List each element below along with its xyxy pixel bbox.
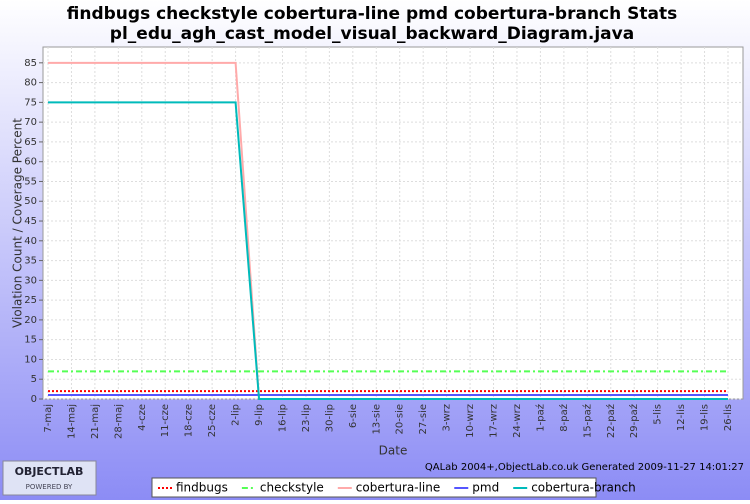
- y-tick-label: 20: [24, 315, 37, 326]
- x-tick-label: 17-wrz: [489, 404, 500, 438]
- y-tick-label: 45: [24, 216, 37, 227]
- x-tick-label: 15-paź: [581, 404, 593, 438]
- y-tick-label: 55: [24, 176, 37, 187]
- x-tick-label: 4-cze: [137, 404, 148, 431]
- x-tick-label: 5-lis: [653, 404, 664, 425]
- y-tick-label: 85: [24, 58, 37, 69]
- x-tick-label: 23-lip: [301, 404, 312, 432]
- footer: QALab 2004+,ObjectLab.co.uk Generated 20…: [425, 462, 744, 473]
- y-tick-label: 5: [31, 374, 37, 385]
- x-tick-label: 27-sie: [418, 404, 429, 434]
- chart-subtitle: pl_edu_agh_cast_model_visual_backward_Di…: [110, 24, 634, 44]
- y-axis-label: Violation Count / Coverage Percent: [11, 118, 25, 328]
- x-tick-label: 18-cze: [184, 404, 195, 437]
- x-tick-label: 12-lis: [676, 404, 687, 431]
- x-tick-label: 7-maj: [43, 404, 54, 433]
- legend-label: pmd: [472, 481, 499, 495]
- legend-label: cobertura-branch: [531, 481, 636, 495]
- y-tick-label: 75: [24, 97, 37, 108]
- y-tick-label: 40: [24, 236, 37, 247]
- x-tick-label: 29-paź: [628, 404, 640, 438]
- x-tick-label: 25-cze: [207, 404, 218, 437]
- x-tick-label: 3-wrz: [442, 404, 453, 432]
- x-tick-label: 13-sie: [371, 404, 382, 434]
- x-tick-label: 10-wrz: [465, 404, 476, 438]
- x-tick-label: 30-lip: [324, 404, 335, 432]
- legend: [151, 477, 597, 498]
- x-tick-label: 16-lip: [277, 404, 288, 432]
- y-tick-label: 0: [31, 394, 37, 405]
- x-tick-label: 2-lip: [231, 404, 242, 426]
- plot-area: [42, 46, 744, 400]
- y-tick-label: 70: [24, 117, 37, 128]
- x-tick-label: 14-maj: [66, 404, 77, 439]
- x-tick-label: 9-lip: [254, 404, 265, 426]
- x-tick-label: 24-wrz: [512, 404, 523, 438]
- logo-name: OBJECTLAB: [15, 465, 84, 478]
- series-line: [48, 101, 728, 400]
- logo-tagline: POWERED BY: [26, 483, 73, 491]
- y-tick-label: 15: [24, 335, 37, 346]
- y-tick-label: 60: [24, 157, 37, 168]
- x-axis-label: Date: [379, 444, 408, 458]
- legend-label: cobertura-line: [356, 481, 440, 495]
- x-tick-label: 21-maj: [90, 404, 101, 439]
- x-tick-label: 1-paź: [534, 404, 546, 432]
- y-tick-label: 50: [24, 196, 37, 207]
- y-tick-label: 10: [24, 354, 37, 365]
- x-tick-label: 20-sie: [395, 404, 406, 434]
- logo: [2, 460, 97, 496]
- x-tick-label: 22-paź: [605, 404, 617, 438]
- y-tick-label: 35: [24, 256, 37, 267]
- x-tick-label: 8-paź: [558, 404, 570, 432]
- x-tick-label: 28-maj: [113, 404, 124, 439]
- x-tick-label: 11-cze: [160, 404, 171, 437]
- y-tick-label: 80: [24, 78, 37, 89]
- y-tick-label: 65: [24, 137, 37, 148]
- y-tick-label: 25: [24, 295, 37, 306]
- legend-label: findbugs: [176, 481, 228, 495]
- x-tick-label: 6-sie: [348, 404, 359, 428]
- legend-label: checkstyle: [260, 481, 324, 495]
- x-tick-label: 19-lis: [700, 404, 711, 431]
- y-tick-label: 30: [24, 275, 37, 286]
- x-tick-label: 26-lis: [723, 404, 734, 431]
- chart-title: findbugs checkstyle cobertura-line pmd c…: [67, 4, 678, 24]
